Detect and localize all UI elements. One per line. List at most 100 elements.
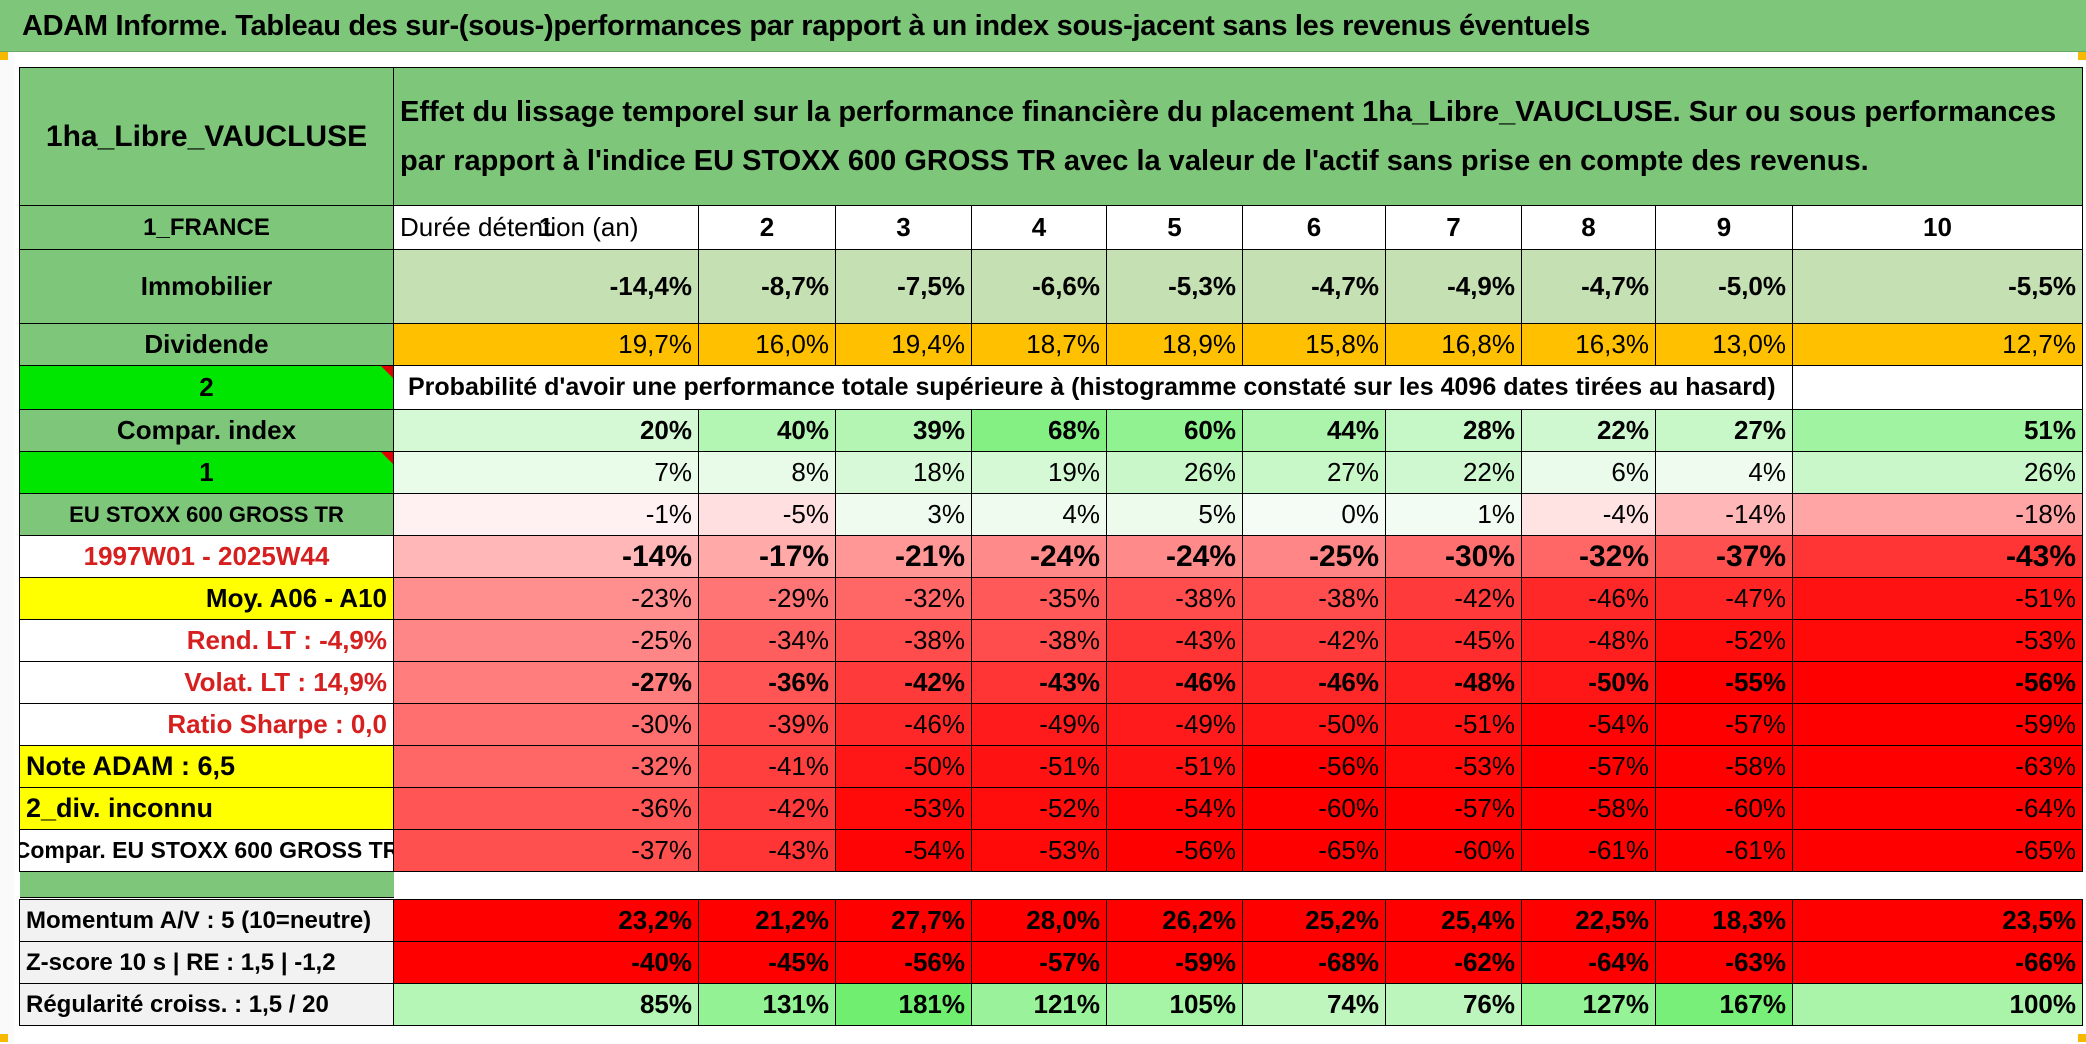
probability-value: -42% (699, 788, 836, 830)
probability-value: -54% (1107, 788, 1243, 830)
minimum-value: -45% (699, 942, 836, 984)
probability-value: -55% (1656, 662, 1793, 704)
probability-value: -14% (394, 536, 699, 578)
probability-value: -35% (972, 578, 1107, 620)
probability-value: -54% (836, 830, 972, 872)
probability-value: -32% (394, 746, 699, 788)
annualized-return-value: -4,7% (1243, 250, 1386, 324)
positive-performance-value: 25,2% (1243, 900, 1386, 942)
probability-value: -43% (699, 830, 836, 872)
probability-value: 40% (699, 410, 836, 452)
probability-value: 26% (1793, 452, 2083, 494)
left-margin (0, 52, 14, 1044)
probability-value: 27% (1656, 410, 1793, 452)
sharpe-ratio: Ratio Sharpe : 0,0 (20, 704, 394, 746)
edge-mark (0, 1034, 8, 1042)
spacer-band (20, 872, 394, 898)
positive-performance-value: 27,7% (836, 900, 972, 942)
volatility-value: 12,7% (1793, 324, 2083, 366)
probability-value: -59% (1793, 704, 2083, 746)
report-title-bar: ADAM Informe. Tableau des sur-(sous-)per… (0, 0, 2086, 52)
minimum-value: -57% (972, 942, 1107, 984)
year-header: 6 (1243, 206, 1386, 250)
probability-value: -65% (1243, 830, 1386, 872)
probability-value: 26% (1107, 452, 1243, 494)
duration-label: Durée détention (an) (394, 206, 699, 250)
probability-value: -53% (1386, 746, 1522, 788)
volatility-value: 19,4% (836, 324, 972, 366)
edge-mark (2078, 1034, 2086, 1042)
probability-value: -51% (1793, 578, 2083, 620)
annualized-return-value: -5,0% (1656, 250, 1793, 324)
positive-performance-value: 21,2% (699, 900, 836, 942)
minimum-value: -68% (1243, 942, 1386, 984)
index-name: EU STOXX 600 GROSS TR (20, 494, 394, 536)
annualized-return-value: -4,7% (1522, 250, 1656, 324)
probability-value: -53% (1793, 620, 2083, 662)
regularity-label: Régularité croiss. : 1,5 / 20 (20, 984, 394, 1026)
maximum-value: 131% (699, 984, 836, 1026)
probability-value: -46% (1522, 578, 1656, 620)
probability-value: -21% (836, 536, 972, 578)
description-text: Effet du lissage temporel sur la perform… (394, 68, 2083, 206)
year-header: 10 (1793, 206, 2083, 250)
year-header: 1 (394, 206, 699, 250)
probability-value: -38% (836, 620, 972, 662)
probability-value: -60% (1386, 830, 1522, 872)
probability-value: -5% (699, 494, 836, 536)
probability-value: -50% (1522, 662, 1656, 704)
probability-value: -52% (1656, 620, 1793, 662)
probability-value: 4% (972, 494, 1107, 536)
probability-value: -24% (1107, 536, 1243, 578)
annualized-return-value: -5,3% (1107, 250, 1243, 324)
probability-value: 39% (836, 410, 972, 452)
probability-value: 18% (836, 452, 972, 494)
empty-cell (1793, 366, 2083, 410)
adam-note: Note ADAM : 6,5 (20, 746, 394, 788)
probability-value: 28% (1386, 410, 1522, 452)
maximum-value: 121% (972, 984, 1107, 1026)
probability-value: -51% (1107, 746, 1243, 788)
probability-value: -36% (699, 662, 836, 704)
maximum-value: 181% (836, 984, 972, 1026)
probability-value: -50% (1243, 704, 1386, 746)
volatility-value: 16,8% (1386, 324, 1522, 366)
probability-value: -14% (1656, 494, 1793, 536)
probability-value: -32% (1522, 536, 1656, 578)
annualized-return-value: -4,9% (1386, 250, 1522, 324)
volatility-value: 19,7% (394, 324, 699, 366)
probability-value: -32% (836, 578, 972, 620)
probability-value: 68% (972, 410, 1107, 452)
probability-value: -63% (1793, 746, 2083, 788)
probability-value: 8% (699, 452, 836, 494)
minimum-value: -64% (1522, 942, 1656, 984)
minimum-value: -62% (1386, 942, 1522, 984)
maximum-value: 167% (1656, 984, 1793, 1026)
selector-1[interactable]: 1 (20, 452, 394, 494)
probability-value: -64% (1793, 788, 2083, 830)
maximum-value: 74% (1243, 984, 1386, 1026)
annualized-return-value: -5,5% (1793, 250, 2083, 324)
probability-value: -53% (836, 788, 972, 830)
selector-2[interactable]: 2 (20, 366, 394, 410)
probability-value: -57% (1386, 788, 1522, 830)
probability-value: -61% (1656, 830, 1793, 872)
category-label: Immobilier (20, 250, 394, 324)
probability-value: -41% (699, 746, 836, 788)
annualized-return-value: -14,4% (394, 250, 699, 324)
maximum-value: 100% (1793, 984, 2083, 1026)
probability-value: -60% (1656, 788, 1793, 830)
probability-value: -48% (1522, 620, 1656, 662)
maximum-value: 105% (1107, 984, 1243, 1026)
probability-value: -57% (1522, 746, 1656, 788)
probability-value: -54% (1522, 704, 1656, 746)
minimum-value: -63% (1656, 942, 1793, 984)
average-label: Moy. A06 - A10 (20, 578, 394, 620)
positive-performance-value: 23,2% (394, 900, 699, 942)
probability-value: -38% (1243, 578, 1386, 620)
probability-value: -43% (972, 662, 1107, 704)
compar-index-label: Compar. index (20, 410, 394, 452)
long-term-return: Rend. LT : -4,9% (20, 620, 394, 662)
comment-marker (381, 366, 393, 378)
probability-label: Probabilité d'avoir une performance tota… (394, 366, 1793, 410)
